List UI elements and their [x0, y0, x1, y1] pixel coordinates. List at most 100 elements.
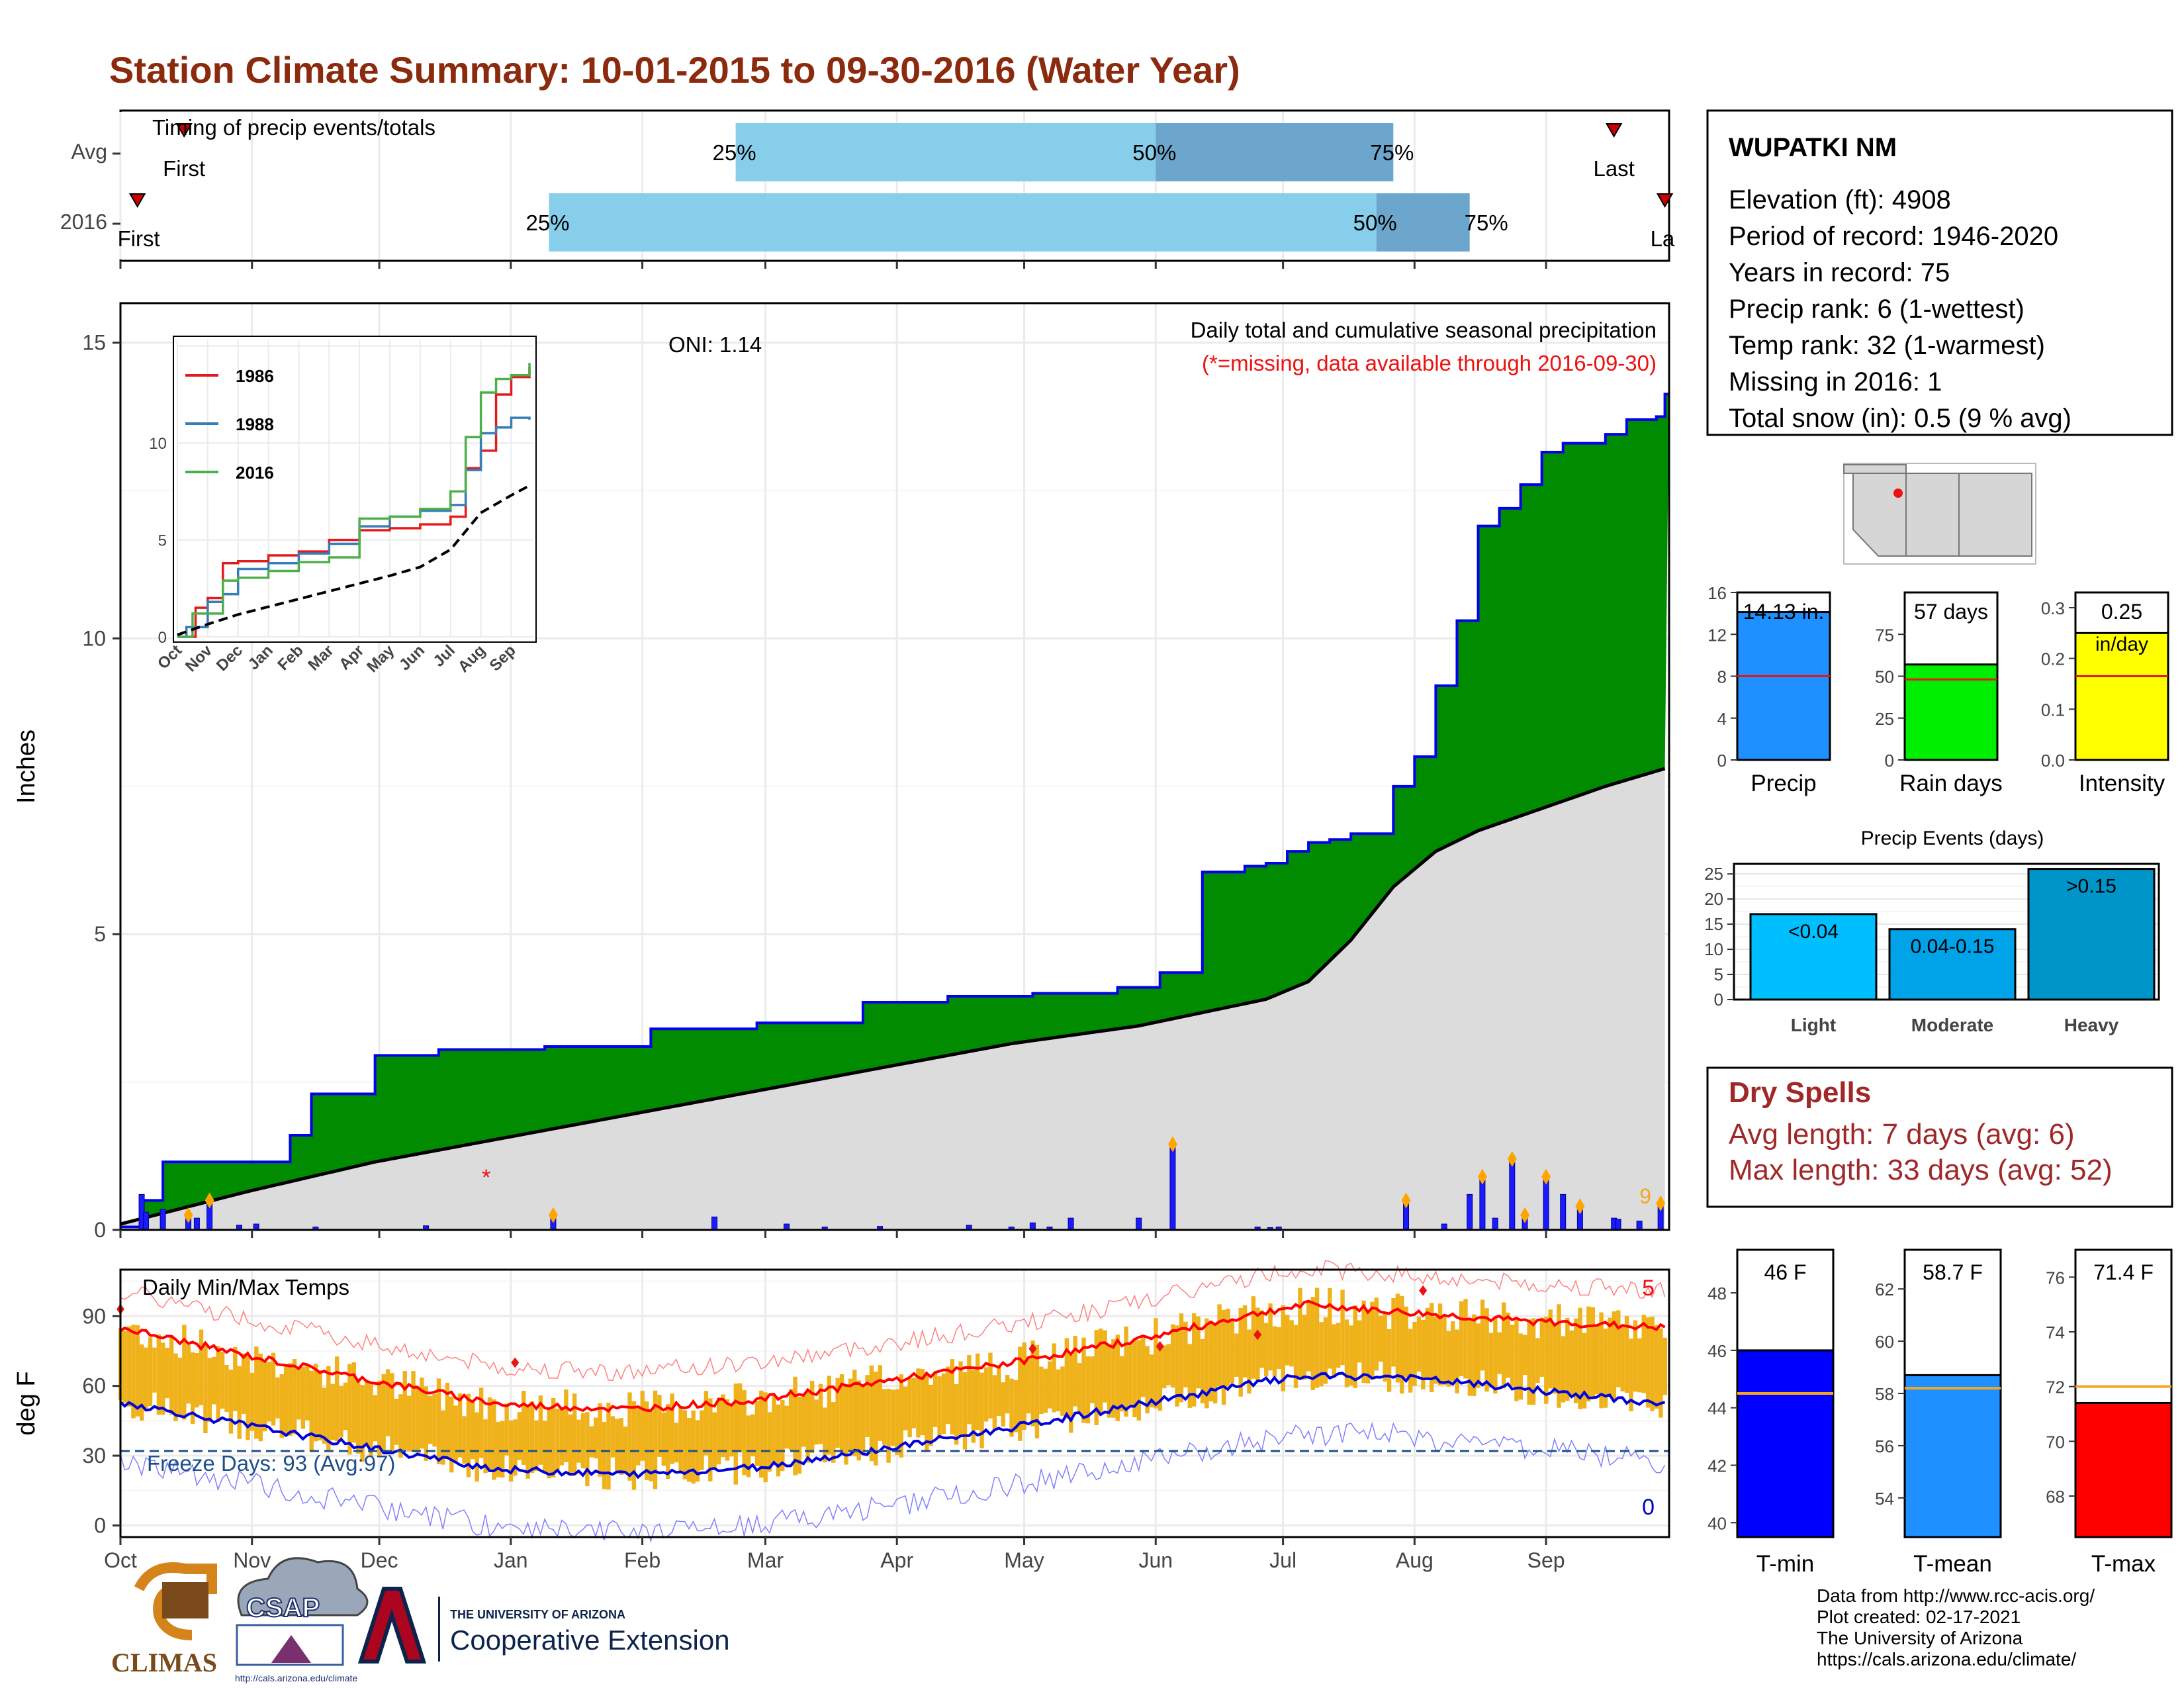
- daily-temp-range-bar: [1336, 1323, 1341, 1368]
- daily-temp-range-bar: [1179, 1313, 1184, 1403]
- daily-temp-range-bar: [1302, 1315, 1307, 1380]
- daily-temp-range-bar: [1463, 1299, 1468, 1379]
- tempbar-tick-label: 74: [2046, 1323, 2065, 1342]
- daily-temp-range-bar: [135, 1325, 140, 1417]
- inset-lines: [177, 363, 531, 638]
- locator-map: [1843, 463, 2036, 565]
- daily-temp-range-bar: [538, 1395, 543, 1465]
- daily-temp-range-bar: [1603, 1329, 1608, 1408]
- daily-temp-range-bar: [1285, 1315, 1290, 1366]
- daily-temp-range-bar: [848, 1378, 853, 1453]
- daily-temp-range-bar: [899, 1374, 904, 1458]
- station-precip-rank: Precip rank: 6 (1-wettest): [1729, 295, 2025, 324]
- station-elevation: Elevation (ft): 4908: [1729, 185, 1951, 214]
- events-bar-label: 0.04-0.15: [1911, 936, 1995, 958]
- record-precip-marker-icon: [1656, 1195, 1666, 1211]
- daily-temp-range-bar: [903, 1386, 908, 1430]
- footer-university: The University of Arizona: [1817, 1628, 2023, 1648]
- daily-temp-range-bar: [1616, 1310, 1621, 1387]
- daily-temp-range-bar: [1107, 1344, 1112, 1418]
- daily-temp-range-bar: [1433, 1316, 1438, 1384]
- timing-row-avg-label: Avg: [71, 140, 107, 164]
- climas-logo: CLIMAS: [111, 1562, 217, 1677]
- daily-temp-range-bar: [1659, 1328, 1663, 1418]
- ua-small-text: THE UNIVERSITY OF ARIZONA: [450, 1608, 625, 1621]
- map-state-utah: [1843, 464, 1907, 474]
- daily-temp-range-bar: [1115, 1335, 1120, 1421]
- daily-temp-range-bar: [1328, 1288, 1332, 1369]
- inset-legend-label: 1988: [236, 414, 274, 434]
- daily-temp-range-bar: [1191, 1313, 1197, 1407]
- daily-temp-range-bar: [589, 1426, 594, 1458]
- precip-y-ticks: 0 5 10 15: [82, 331, 1547, 1242]
- daily-temp-range-bar: [288, 1363, 293, 1436]
- events-bar-label: >0.15: [2066, 876, 2116, 898]
- daily-temp-range-bar: [1255, 1307, 1260, 1381]
- daily-temp-range-bar: [678, 1406, 683, 1474]
- daily-temp-range-bar: [763, 1392, 768, 1483]
- daily-temp-range-bar: [1578, 1307, 1582, 1409]
- record-precip-marker-icon: [1477, 1168, 1487, 1185]
- summary-intensity-value: 0.25: [2101, 600, 2142, 624]
- month-tick-label: Apr: [880, 1548, 913, 1572]
- daily-temp-range-bar: [1608, 1317, 1612, 1396]
- daily-temp-range-bar: [1154, 1318, 1158, 1409]
- daily-temp-range-bar: [852, 1370, 857, 1456]
- daily-precip-bar: [159, 1209, 166, 1231]
- daily-temp-range-bar: [449, 1396, 454, 1473]
- daily-temp-range-bar: [1442, 1315, 1447, 1385]
- daily-temp-range-bar: [1459, 1301, 1464, 1377]
- daily-temp-range-bar: [1476, 1323, 1480, 1388]
- daily-temp-range-bar: [377, 1380, 382, 1457]
- daily-precip-bar: [142, 1211, 149, 1231]
- inset-frame: [173, 336, 537, 643]
- map-state-texas: [1958, 473, 2032, 557]
- daily-temp-range-bar: [653, 1390, 658, 1489]
- daily-temp-range-bar: [212, 1356, 216, 1405]
- daily-temp-range-bar: [1052, 1343, 1056, 1413]
- climas-emblem-block: [162, 1582, 208, 1618]
- dry-spells-title: Dry Spells: [1729, 1076, 1871, 1109]
- daily-temp-range-bar: [729, 1405, 734, 1457]
- daily-temp-range-bar: [1039, 1366, 1044, 1415]
- daily-temp-range-bar: [1573, 1318, 1578, 1403]
- daily-temp-range-bar: [369, 1383, 373, 1457]
- station-missing: Missing in 2016: 1: [1729, 367, 1942, 397]
- daily-temp-range-bar: [220, 1352, 225, 1409]
- tempbar-tick-label: 44: [1707, 1399, 1727, 1419]
- daily-temp-range-bar: [1582, 1333, 1587, 1409]
- daily-temp-range-bar: [1590, 1307, 1596, 1397]
- station-box-frame: [1706, 109, 2173, 436]
- daily-temp-range-bar: [216, 1346, 220, 1423]
- daily-temp-range-bar: [1200, 1338, 1205, 1403]
- events-category-label: Heavy: [2064, 1015, 2119, 1035]
- summary-tick-label: 8: [1717, 667, 1727, 687]
- daily-temp-range-bar: [271, 1352, 276, 1426]
- daily-temp-range-bar: [700, 1410, 704, 1470]
- summary-tick-label: 0.0: [2041, 751, 2065, 771]
- daily-temp-range-bar: [687, 1417, 692, 1482]
- daily-temp-range-bar: [309, 1370, 314, 1451]
- precip-y-tick-label: 0: [94, 1218, 106, 1242]
- daily-temp-range-bar: [809, 1380, 815, 1453]
- daily-temp-range-bar: [1111, 1339, 1116, 1418]
- daily-temp-range-bar: [1629, 1338, 1633, 1411]
- tempbar-tick-label: 46: [1707, 1341, 1727, 1361]
- daily-temp-range-bar: [856, 1380, 861, 1461]
- daily-temp-range-bar: [1599, 1312, 1604, 1409]
- inset-legend-label: 1986: [236, 366, 274, 386]
- daily-temp-range-bar: [1344, 1319, 1349, 1387]
- daily-temp-range-bar: [513, 1419, 518, 1476]
- record-high-marker-icon: [1253, 1329, 1262, 1340]
- daily-precip-bar: [1169, 1143, 1176, 1231]
- tempbar-tmax-label: T-max: [2091, 1551, 2156, 1577]
- daily-temp-range-bar: [759, 1390, 764, 1478]
- daily-temp-range-bar: [1314, 1288, 1320, 1388]
- summary-rain_days-label: Rain days: [1899, 771, 2003, 796]
- daily-temp-range-bar: [1170, 1324, 1175, 1388]
- month-tick-label: Jun: [1138, 1548, 1173, 1572]
- daily-temp-range-bar: [1175, 1325, 1179, 1407]
- daily-temp-range-bar: [1056, 1369, 1061, 1412]
- daily-temp-range-bar: [1009, 1378, 1014, 1437]
